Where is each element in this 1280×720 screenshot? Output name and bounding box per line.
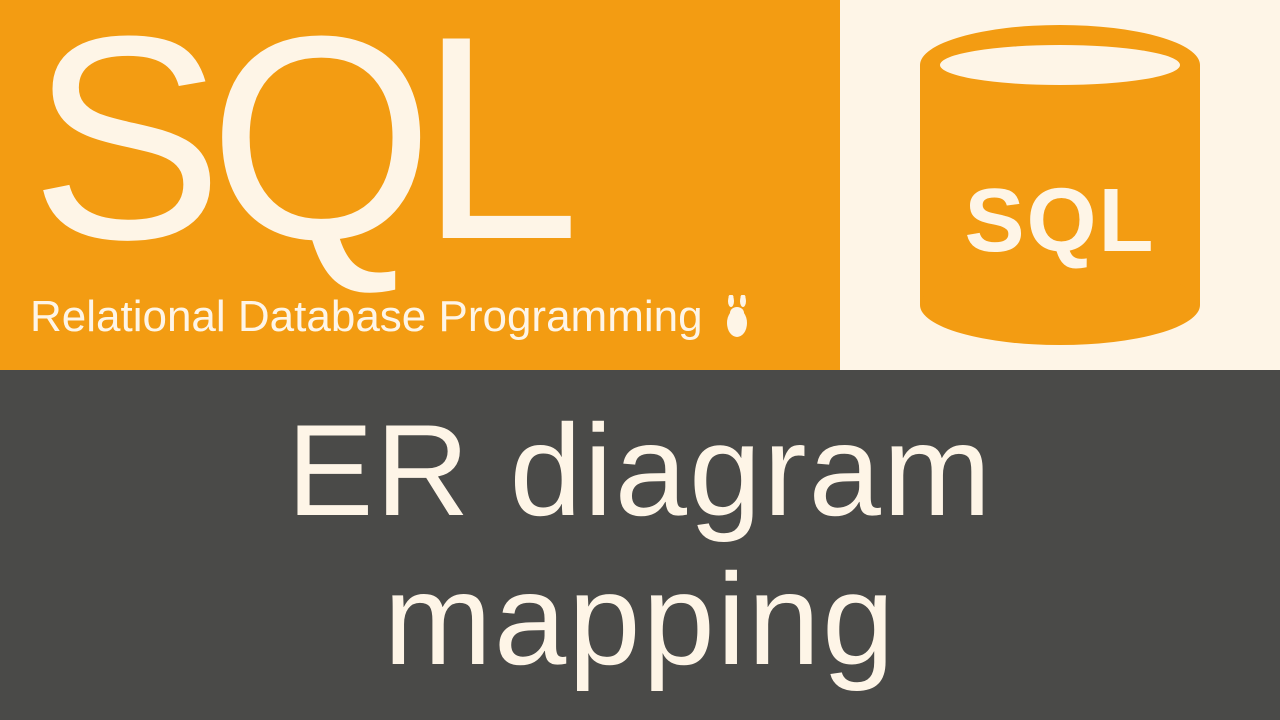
main-line1: ER diagram: [287, 396, 993, 546]
cylinder-label: SQL: [920, 170, 1200, 273]
main-title-panel: ER diagram mapping: [0, 370, 1280, 720]
cylinder-panel: SQL: [840, 0, 1280, 370]
main-title: ER diagram mapping: [287, 396, 993, 695]
database-cylinder-icon: SQL: [920, 25, 1200, 345]
main-line2: mapping: [287, 545, 993, 695]
cylinder-bottom: [920, 265, 1200, 345]
sql-title: SQL: [30, 15, 840, 262]
cylinder-top: [920, 25, 1200, 105]
top-row: SQL Relational Database Programming: [0, 0, 1280, 370]
subtitle-text: Relational Database Programming: [30, 292, 703, 342]
orange-header-panel: SQL Relational Database Programming: [0, 0, 840, 370]
infographic-container: SQL Relational Database Programming: [0, 0, 1280, 720]
subtitle-row: Relational Database Programming: [30, 292, 840, 342]
giraffe-icon: [721, 295, 753, 339]
